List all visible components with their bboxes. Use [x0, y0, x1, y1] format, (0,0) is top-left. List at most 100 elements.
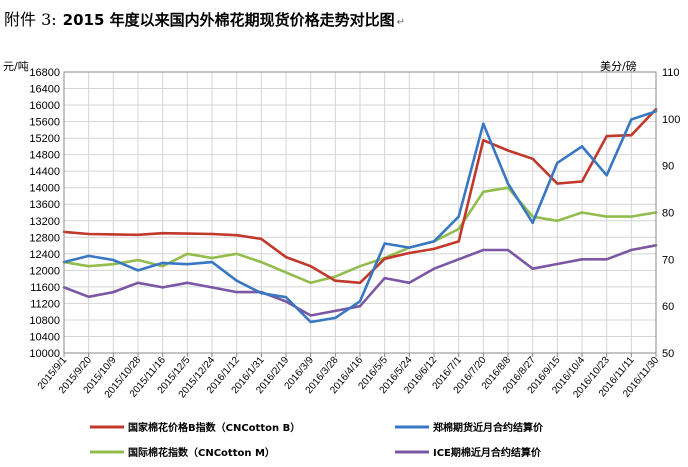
- data-point: [531, 215, 534, 218]
- data-point: [161, 261, 164, 265]
- data-point: [161, 286, 164, 289]
- data-point: [87, 232, 90, 236]
- data-point: [506, 248, 510, 252]
- data-point: [457, 227, 460, 231]
- data-point: [284, 271, 288, 274]
- right-axis-tick-label: 100: [662, 114, 680, 126]
- data-point: [87, 295, 90, 298]
- data-point: [186, 252, 189, 256]
- data-point: [284, 255, 288, 259]
- data-point: [531, 157, 534, 160]
- figure-title-prefix: 附件 3:: [4, 10, 57, 29]
- data-point: [630, 118, 633, 121]
- data-point: [284, 300, 288, 303]
- data-point: [408, 246, 411, 249]
- left-axis-tick-label: 12800: [29, 232, 60, 244]
- left-axis-tick-label: 10000: [29, 348, 60, 360]
- data-point: [334, 279, 337, 282]
- paragraph-mark-icon: ↵: [396, 17, 406, 28]
- legend-label: 国家棉花价格B指数（CNCotton B）: [128, 421, 300, 434]
- left-axis: 10000 10400 10800 11200 11600 12000 12400 12800…: [29, 67, 60, 360]
- left-axis-tick-label: 15600: [29, 117, 60, 129]
- chart-grid: [63, 71, 657, 354]
- data-point: [87, 254, 90, 258]
- data-point: [210, 232, 214, 236]
- data-point: [482, 122, 485, 125]
- right-axis-tick-label: 110: [662, 67, 680, 79]
- data-point: [408, 251, 411, 255]
- right-axis-tick-label: 60: [662, 301, 674, 313]
- data-point: [334, 309, 337, 313]
- data-point: [630, 215, 633, 218]
- data-point: [408, 281, 411, 284]
- left-axis-unit: 元/吨: [3, 60, 29, 73]
- data-point: [580, 180, 584, 183]
- right-axis-tick-label: 90: [662, 161, 674, 173]
- data-point: [309, 265, 312, 268]
- data-point: [506, 182, 510, 185]
- data-point: [482, 138, 485, 142]
- chart-series-layer: [62, 107, 658, 324]
- data-point: [580, 211, 584, 214]
- data-point: [383, 242, 386, 245]
- data-point: [112, 290, 115, 294]
- data-point: [235, 252, 238, 256]
- data-point: [358, 300, 362, 303]
- data-point: [284, 296, 288, 299]
- data-point: [136, 233, 140, 237]
- data-point: [186, 232, 189, 235]
- right-axis: 50 60 70 80 90 100 110: [662, 67, 680, 360]
- data-point: [580, 145, 584, 148]
- legend-label: 国际棉花指数（CNCotton M）: [128, 446, 275, 459]
- chart-legend: 国家棉花价格B指数（CNCotton B） 郑棉期货近月合约结算价国际棉花指数（C…: [90, 421, 544, 459]
- left-axis-tick-label: 16400: [29, 84, 60, 96]
- data-point: [334, 316, 337, 320]
- left-axis-tick-label: 12400: [29, 249, 60, 261]
- left-axis-tick-label: 11600: [30, 282, 60, 294]
- data-point: [136, 281, 140, 284]
- data-point: [383, 276, 386, 280]
- data-point: [309, 314, 312, 317]
- data-point: [457, 258, 460, 261]
- data-point: [235, 234, 238, 237]
- figure-title: 附件 3: 2015 年度以来国内外棉花期现货价格走势对比图 ↵: [4, 6, 405, 30]
- data-point: [358, 304, 362, 308]
- data-point: [112, 233, 115, 236]
- data-point: [432, 247, 436, 251]
- data-point: [136, 258, 140, 262]
- data-point: [556, 262, 559, 266]
- data-point: [235, 279, 238, 282]
- right-axis-tick-label: 80: [662, 208, 674, 220]
- data-point: [457, 215, 460, 218]
- left-axis-tick-label: 13600: [29, 199, 60, 211]
- data-point: [186, 281, 189, 284]
- data-point: [210, 286, 214, 289]
- data-point: [161, 231, 164, 235]
- left-axis-tick-label: 10400: [29, 331, 60, 343]
- left-axis-tick-label: 12000: [29, 265, 60, 277]
- data-point: [531, 221, 534, 225]
- left-axis-tick-label: 16000: [29, 100, 60, 112]
- left-axis-tick-label: 15200: [29, 133, 60, 145]
- data-point: [482, 190, 485, 194]
- data-point: [235, 290, 238, 294]
- x-axis: 2015/9/12015/9/202015/10/92015/10/282015…: [36, 353, 662, 400]
- data-point: [580, 258, 584, 261]
- data-point: [309, 281, 312, 284]
- data-point: [605, 258, 608, 261]
- left-axis-tick-label: 14800: [29, 150, 60, 162]
- data-point: [112, 262, 115, 266]
- left-axis-tick-label: 14000: [29, 183, 60, 195]
- data-point: [112, 258, 115, 262]
- data-point: [260, 260, 263, 264]
- left-axis-tick-label: 16800: [29, 67, 60, 79]
- data-point: [556, 219, 559, 222]
- data-point: [457, 240, 460, 243]
- data-point: [531, 267, 534, 270]
- data-point: [358, 281, 362, 284]
- data-point: [87, 265, 90, 268]
- data-point: [260, 291, 263, 295]
- data-point: [309, 320, 312, 324]
- data-point: [210, 256, 214, 260]
